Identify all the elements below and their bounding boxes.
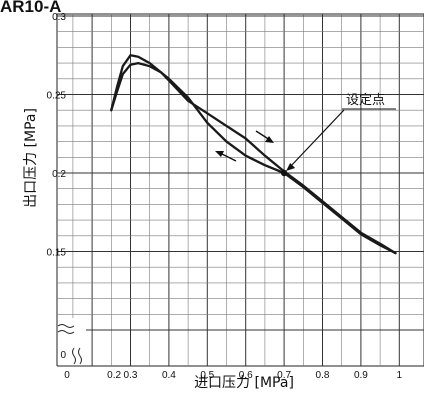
x-tick-label: 0.7 bbox=[277, 370, 291, 381]
axis-break-mark-y bbox=[57, 324, 75, 328]
annotations: 设定点 bbox=[215, 93, 396, 177]
series-line bbox=[110, 61, 397, 255]
x-tick-label: 1 bbox=[397, 370, 403, 381]
y-axis-label: 出口压力 [MPa] bbox=[23, 108, 39, 208]
set-point-marker bbox=[280, 169, 288, 177]
x-axis-label: 进口压力 [MPa] bbox=[194, 375, 294, 391]
y-tick-label: 0.2 bbox=[52, 169, 66, 180]
x-tick-label: 0.6 bbox=[239, 370, 253, 381]
set-point-arrowhead bbox=[286, 163, 296, 171]
y-tick-label: 0.15 bbox=[47, 248, 67, 259]
x-tick-label: 0.4 bbox=[162, 370, 176, 381]
series-line bbox=[110, 54, 397, 255]
set-point-label: 设定点 bbox=[346, 93, 385, 108]
axis-break-mark-y bbox=[57, 330, 75, 334]
direction-arrow-decreasing bbox=[219, 152, 237, 162]
chart-header: AR10-A bbox=[0, 0, 61, 16]
tick-labels: 0 0.2 0.3 0.4 0.5 0.6 0.7 0.8 0.9 100.150.20.250.… bbox=[47, 12, 403, 381]
y-tick-label: 0.25 bbox=[47, 91, 67, 102]
y-tick-label: 0.3 bbox=[52, 12, 66, 23]
axis-break-mark-x bbox=[78, 347, 82, 365]
plot-frame bbox=[56, 13, 424, 367]
axis-break-mask bbox=[52, 318, 86, 368]
direction-arrowhead-decreasing bbox=[215, 151, 224, 157]
direction-arrowhead-increasing bbox=[265, 136, 274, 143]
x-tick-label: 0.3 bbox=[124, 370, 138, 381]
grid bbox=[52, 13, 424, 368]
axis-break-mark-x bbox=[72, 347, 76, 365]
set-point-pointer bbox=[287, 109, 345, 170]
x-tick-label: 0 bbox=[64, 370, 70, 381]
y-tick-label: 0 bbox=[60, 350, 66, 361]
x-tick-label: 0.5 bbox=[200, 370, 214, 381]
series-lines bbox=[110, 54, 397, 255]
x-tick-label: 0.9 bbox=[354, 370, 368, 381]
x-tick-label: 0.8 bbox=[316, 370, 330, 381]
x-tick-label: 0.2 bbox=[107, 370, 121, 381]
